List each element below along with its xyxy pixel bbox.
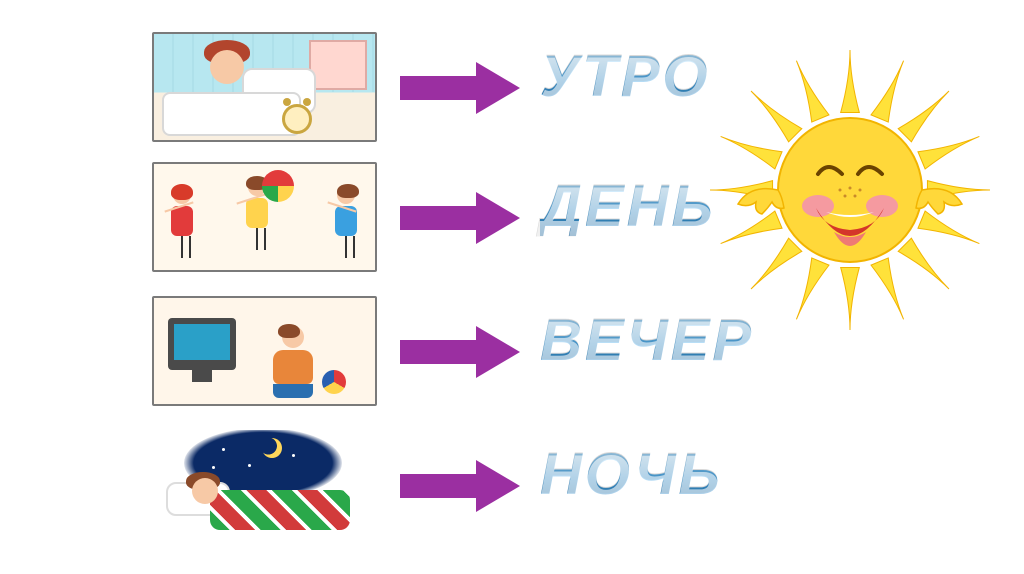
label-night: НОЧЬ — [540, 446, 723, 504]
picture-day — [152, 162, 377, 272]
arrow-icon — [400, 58, 520, 118]
sun-icon — [700, 40, 1000, 340]
label-morning: УТРО — [540, 48, 711, 106]
picture-morning — [152, 32, 377, 142]
arrow-icon — [400, 456, 520, 516]
infographic-times-of-day: { "layout": { "canvas": { "width": 1024,… — [0, 0, 1024, 574]
picture-evening — [152, 296, 377, 406]
label-day: ДЕНЬ — [540, 178, 716, 236]
arrow-icon — [400, 322, 520, 382]
picture-night — [152, 430, 377, 540]
arrow-icon — [400, 188, 520, 248]
